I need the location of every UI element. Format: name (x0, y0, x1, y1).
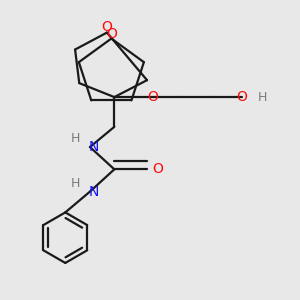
Text: O: O (152, 162, 163, 176)
Text: O: O (101, 20, 112, 34)
Text: H: H (70, 177, 80, 190)
Text: N: N (88, 140, 99, 154)
Text: O: O (106, 27, 117, 41)
Text: H: H (70, 132, 80, 145)
Text: N: N (88, 184, 99, 199)
Text: O: O (237, 90, 248, 104)
Text: H: H (258, 91, 267, 103)
Text: O: O (148, 90, 158, 104)
